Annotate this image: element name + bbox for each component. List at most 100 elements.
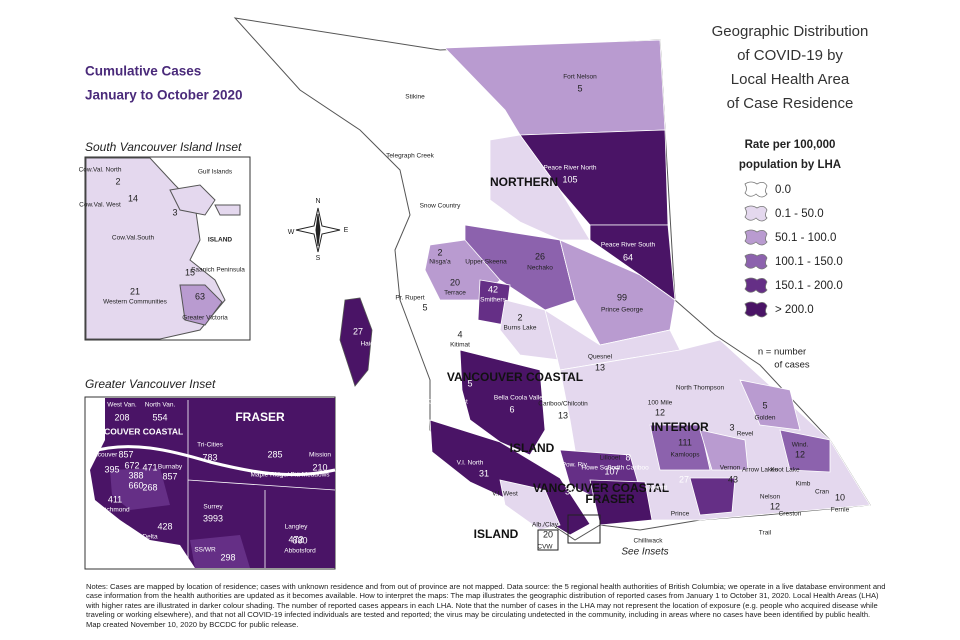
- region-name: Bella Coola Valley: [494, 395, 547, 402]
- case-count: 3: [729, 422, 734, 432]
- region-name: Vancouver: [87, 452, 118, 459]
- inset-marker: [537, 529, 559, 551]
- notes: Notes: Cases are mapped by location of r…: [86, 582, 886, 629]
- region-name: V.I. West: [492, 491, 518, 498]
- region-name: Abbotsford: [284, 548, 316, 555]
- case-count: 105: [562, 174, 577, 184]
- region-name: Cariboo/Chilcotin: [538, 401, 588, 408]
- region-name: Gulf Islands: [198, 169, 233, 176]
- inset-title: South Vancouver Island Inset: [85, 140, 242, 154]
- case-count: 428: [157, 521, 172, 531]
- region-name: Alb./Clay: [532, 522, 559, 529]
- region-name: Tri-Cities: [197, 442, 224, 449]
- case-count: 63: [195, 291, 205, 301]
- case-count: 880: [292, 535, 307, 545]
- case-count: 285: [267, 449, 282, 459]
- region: [489, 134, 591, 241]
- region: [689, 477, 736, 516]
- region-name: Saanich Peninsula: [191, 267, 245, 274]
- case-count: 12: [655, 407, 665, 417]
- region-name: Kitimat: [450, 342, 470, 349]
- note: n = number: [758, 347, 806, 358]
- region: [589, 479, 653, 526]
- map-title: Geographic Distribution: [712, 23, 869, 40]
- subtitle: January to October 2020: [85, 88, 243, 103]
- region-name: VANCOUVER COASTAL: [87, 426, 184, 436]
- region-name: Nelson: [760, 494, 781, 501]
- region-name: North Thompson: [676, 385, 725, 392]
- case-count: 395: [104, 464, 119, 474]
- region-name: Merritt: [649, 485, 668, 492]
- region-name: Stikine: [405, 94, 425, 101]
- case-count: 39: [565, 486, 575, 496]
- region-name: Mission: [309, 452, 331, 459]
- case-count: 268: [142, 482, 157, 492]
- region-name: Lillooet: [600, 455, 621, 462]
- case-count: 783: [202, 452, 217, 462]
- case-count: 5: [762, 400, 767, 410]
- case-count: 31: [479, 468, 489, 478]
- region-name: Peace River North: [543, 165, 596, 172]
- case-count: 5: [467, 378, 472, 388]
- region-name: Peace River South: [601, 242, 656, 249]
- compass-letter: E: [344, 227, 349, 234]
- region-name: Delta: [142, 534, 158, 541]
- region-name: Fort Nelson: [563, 74, 597, 81]
- region-name: CVW: [537, 544, 553, 551]
- region-name: Golden: [755, 415, 776, 422]
- case-count: 12: [770, 501, 780, 511]
- region-name: Pr. Rupert: [395, 295, 424, 302]
- legend-label: 100.1 - 150.0: [775, 256, 843, 268]
- region-name: South Cariboo: [607, 465, 649, 472]
- case-count: 15: [185, 267, 195, 277]
- case-count: 8: [625, 452, 630, 462]
- case-count: 107: [604, 466, 619, 476]
- region-name: FRASER: [235, 410, 285, 424]
- region-name: Vernon: [720, 465, 741, 472]
- region-name: Burns Lake: [504, 325, 537, 332]
- case-count: 99: [617, 292, 627, 302]
- case-count: 672: [124, 460, 139, 470]
- region: [699, 429, 749, 471]
- health-authority: FRASER: [585, 492, 635, 506]
- inset-land: [110, 468, 170, 510]
- region-name: Greater Victoria: [182, 315, 228, 322]
- case-count: 554: [152, 412, 167, 422]
- case-count: 857: [118, 449, 133, 459]
- region-name: 100 Mile: [648, 400, 673, 407]
- compass-letter: W: [288, 229, 295, 236]
- inset-land: [214, 204, 241, 216]
- case-count: 43: [728, 474, 738, 484]
- region: [559, 339, 871, 521]
- region-name: Nisga'a: [429, 259, 451, 266]
- region-name: V.I. North: [457, 460, 484, 467]
- case-count: 472: [288, 534, 303, 544]
- case-count: 20: [450, 277, 460, 287]
- inset-land: [190, 535, 250, 568]
- health-authority: NORTHERN: [490, 175, 558, 189]
- region-name: North Van.: [145, 402, 176, 409]
- health-authority: ISLAND: [474, 527, 519, 541]
- case-count: 210: [312, 462, 327, 472]
- health-authority: VANCOUVER COASTAL: [447, 370, 583, 384]
- region-name: Cow.Val. North: [79, 167, 122, 174]
- inset-land: [179, 284, 223, 326]
- region-name: Central Coast: [428, 399, 468, 406]
- case-count: 21: [130, 286, 140, 296]
- river: [89, 445, 336, 477]
- region-name: Chilliwack: [634, 538, 664, 545]
- region-name: Burnaby: [158, 464, 183, 471]
- compass-letter: S: [316, 255, 321, 262]
- region-name: Revel: [737, 431, 754, 438]
- case-count: 2: [115, 176, 120, 186]
- case-count: 471: [142, 462, 157, 472]
- case-count: 26: [535, 251, 545, 261]
- compass-letter: N: [315, 198, 320, 205]
- region-name: Quesnel: [588, 354, 613, 361]
- inset-land: [90, 398, 335, 568]
- health-authority: VANCOUVER COASTAL: [533, 481, 669, 495]
- region-name: Western Communities: [103, 299, 168, 306]
- map-title: of Case Residence: [727, 95, 854, 112]
- case-count: 42: [488, 284, 498, 294]
